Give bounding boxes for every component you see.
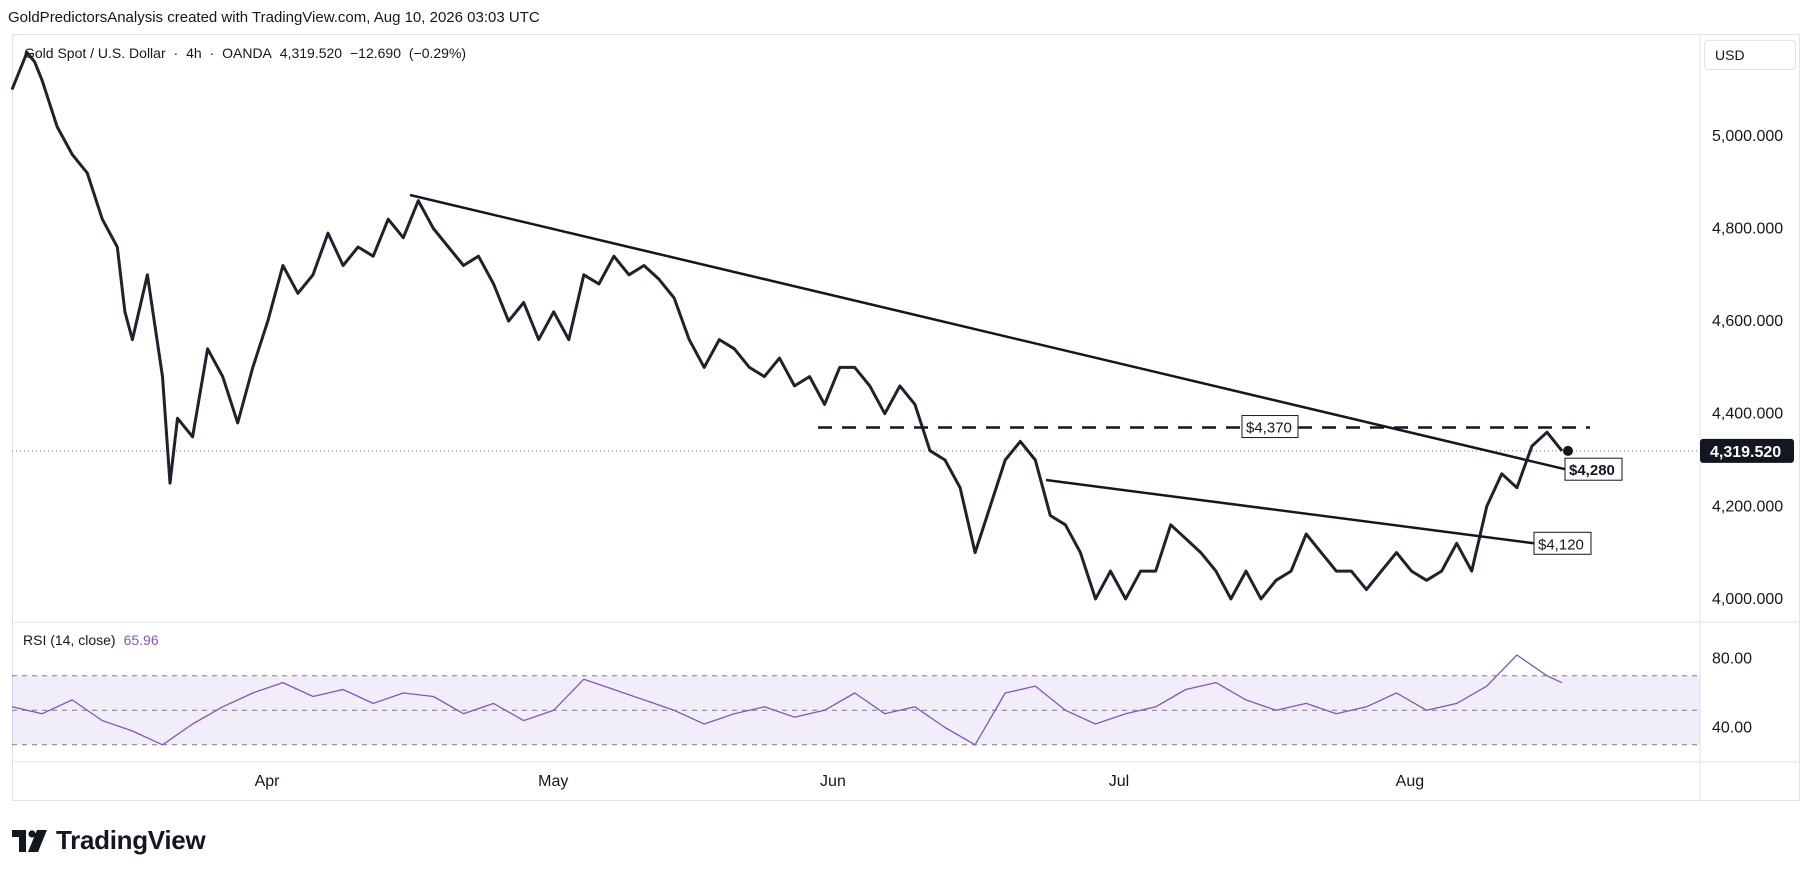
neckline-label-box bbox=[1533, 531, 1592, 555]
rsi-label[interactable]: RSI (14, close) bbox=[23, 632, 116, 648]
price-tick-label: 4,000.000 bbox=[1712, 591, 1783, 608]
trendline-label-box bbox=[1564, 457, 1623, 481]
rsi-value: 65.96 bbox=[123, 632, 159, 648]
tradingview-logo-icon bbox=[12, 829, 47, 852]
last-price-dot bbox=[1563, 445, 1573, 456]
symbol-interval[interactable]: 4h bbox=[186, 45, 202, 61]
logo-text: TradingView bbox=[56, 825, 206, 855]
price-tick-label: 5,000.000 bbox=[1712, 128, 1783, 145]
neckline-trendline bbox=[1045, 478, 1535, 545]
descending-trendline bbox=[409, 193, 1566, 471]
price-tick-label: 4,400.000 bbox=[1712, 406, 1783, 423]
current-price-badge bbox=[1700, 438, 1794, 463]
time-axis-label: Aug bbox=[1396, 773, 1424, 790]
symbol-sep: · bbox=[173, 45, 179, 61]
time-axis-label: May bbox=[538, 773, 568, 790]
price-tick-label: 4,800.000 bbox=[1712, 220, 1783, 237]
trendline-label: $4,280 bbox=[1569, 462, 1615, 479]
currency-button[interactable]: USD bbox=[1704, 40, 1796, 70]
symbol-price: 4,319.520 bbox=[279, 45, 343, 61]
time-axis-label: Jul bbox=[1109, 773, 1129, 790]
symbol-change-pct: (−0.29%) bbox=[408, 45, 467, 61]
price-tick-label: 4,200.000 bbox=[1712, 498, 1783, 515]
price-line-series bbox=[10, 51, 1564, 601]
rsi-line-series bbox=[11, 654, 1563, 746]
rsi-tick-label: 40.00 bbox=[1712, 720, 1752, 737]
tradingview-logo[interactable]: TradingView bbox=[12, 825, 206, 856]
resistance-label-box bbox=[1241, 415, 1299, 439]
symbol-change: −12.690 bbox=[349, 45, 401, 61]
neckline-label: $4,120 bbox=[1538, 536, 1584, 553]
symbol-exchange: OANDA bbox=[222, 45, 272, 61]
time-axis-label: Jun bbox=[820, 773, 846, 790]
symbol-info: Gold Spot / U.S. Dollar · 4h · OANDA 4,3… bbox=[24, 45, 470, 61]
symbol-sep: · bbox=[209, 45, 215, 61]
time-axis-label: Apr bbox=[255, 773, 281, 790]
chart-frame bbox=[12, 34, 1800, 801]
header-title: GoldPredictorsAnalysis created with Trad… bbox=[8, 9, 540, 26]
rsi-tick-label: 80.00 bbox=[1712, 651, 1752, 668]
rsi-legend: RSI (14, close) 65.96 bbox=[23, 632, 159, 648]
price-tick-label: 4,600.000 bbox=[1712, 313, 1783, 330]
current-price-badge-label: 4,319.520 bbox=[1710, 444, 1781, 461]
resistance-label: $4,370 bbox=[1246, 420, 1292, 437]
symbol-name[interactable]: Gold Spot / U.S. Dollar bbox=[24, 45, 166, 61]
